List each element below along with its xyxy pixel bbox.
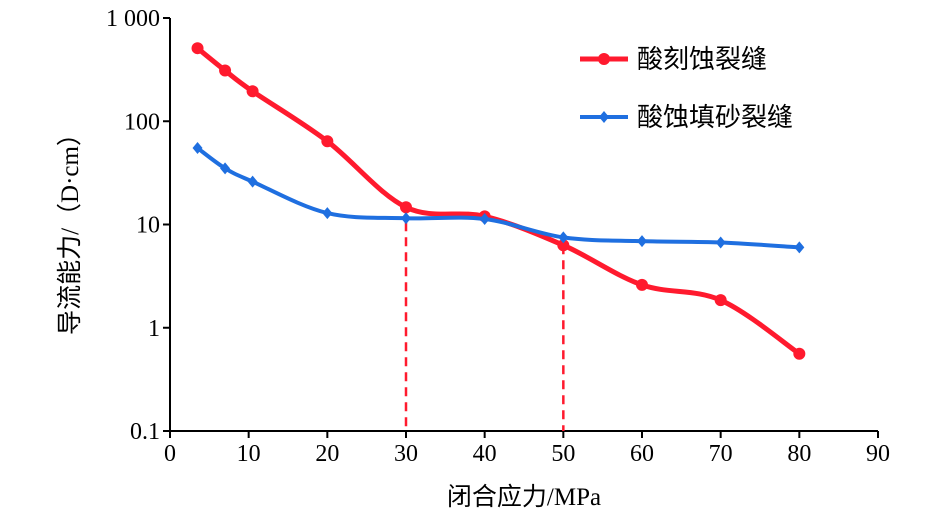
series-line — [195, 46, 801, 356]
data-point — [191, 42, 204, 55]
series-line — [196, 146, 800, 250]
y-axis-label: 导流能力/（D·cm） — [56, 121, 84, 335]
data-point — [192, 142, 203, 155]
data-point — [400, 201, 412, 214]
x-tick-label: 40 — [473, 441, 497, 467]
x-tick-label: 20 — [315, 441, 339, 467]
data-point — [479, 213, 490, 226]
data-point — [715, 236, 726, 249]
x-tick-label: 50 — [551, 441, 575, 467]
y-tick-label: 10 — [136, 213, 160, 239]
data-point — [714, 294, 727, 307]
y-tick-label: 1 000 — [106, 6, 160, 32]
legend-marker — [598, 53, 610, 65]
x-tick-label: 30 — [394, 441, 418, 467]
x-tick-label: 0 — [164, 441, 176, 467]
data-point — [794, 241, 805, 254]
annotations — [404, 207, 565, 431]
data-point — [246, 85, 259, 98]
axes: 0 10 20 30 40 50 60 70 80 90 0.1 1 10 100 1 000 — [106, 6, 890, 467]
x-tick-label: 80 — [787, 441, 811, 467]
legend-label: 酸刻蚀裂缝 — [637, 45, 767, 74]
x-tick-label: 70 — [709, 441, 733, 467]
y-tick-label: 100 — [124, 109, 160, 135]
data-point — [637, 235, 647, 248]
data-point — [793, 347, 806, 360]
x-tick-label: 60 — [630, 441, 654, 467]
data-point — [219, 64, 232, 77]
data-point — [322, 207, 333, 220]
data-point — [247, 175, 258, 188]
data-point — [636, 278, 648, 291]
y-tick-label: 1 — [148, 316, 160, 342]
legend-label: 酸蚀填砂裂缝 — [637, 103, 793, 132]
y-tick-label: 0.1 — [130, 419, 160, 445]
legend-marker — [599, 111, 609, 123]
data-point — [401, 212, 411, 225]
data-point — [321, 135, 334, 148]
data-point — [220, 162, 231, 175]
x-tick-label: 10 — [237, 441, 261, 467]
data-point — [558, 231, 569, 244]
series-group — [191, 42, 806, 360]
x-tick-label: 90 — [866, 441, 890, 467]
x-axis-label: 闭合应力/MPa — [447, 483, 601, 511]
data-point — [557, 239, 570, 252]
